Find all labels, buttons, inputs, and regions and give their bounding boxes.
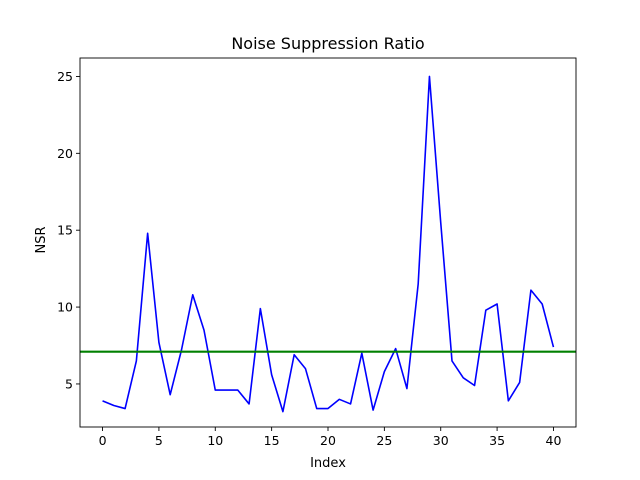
x-tick-label: 15 (264, 433, 280, 448)
y-tick-label: 20 (57, 146, 73, 161)
x-tick-label: 5 (155, 433, 163, 448)
chart-title: Noise Suppression Ratio (231, 34, 424, 53)
y-tick-label: 5 (65, 376, 73, 391)
x-tick-label: 25 (376, 433, 392, 448)
x-axis-label: Index (310, 456, 346, 471)
x-tick-label: 40 (546, 433, 562, 448)
x-tick-label: 20 (320, 433, 336, 448)
y-tick-label: 25 (57, 69, 73, 84)
x-tick-label: 10 (207, 433, 223, 448)
series-line-0 (102, 75, 555, 413)
y-tick-label: 10 (57, 300, 73, 315)
y-axis-label: NSR (34, 226, 49, 253)
x-tick-label: 35 (489, 433, 505, 448)
x-tick-label: 0 (99, 433, 107, 448)
y-tick-label: 15 (57, 223, 73, 238)
x-tick-label: 30 (433, 433, 449, 448)
